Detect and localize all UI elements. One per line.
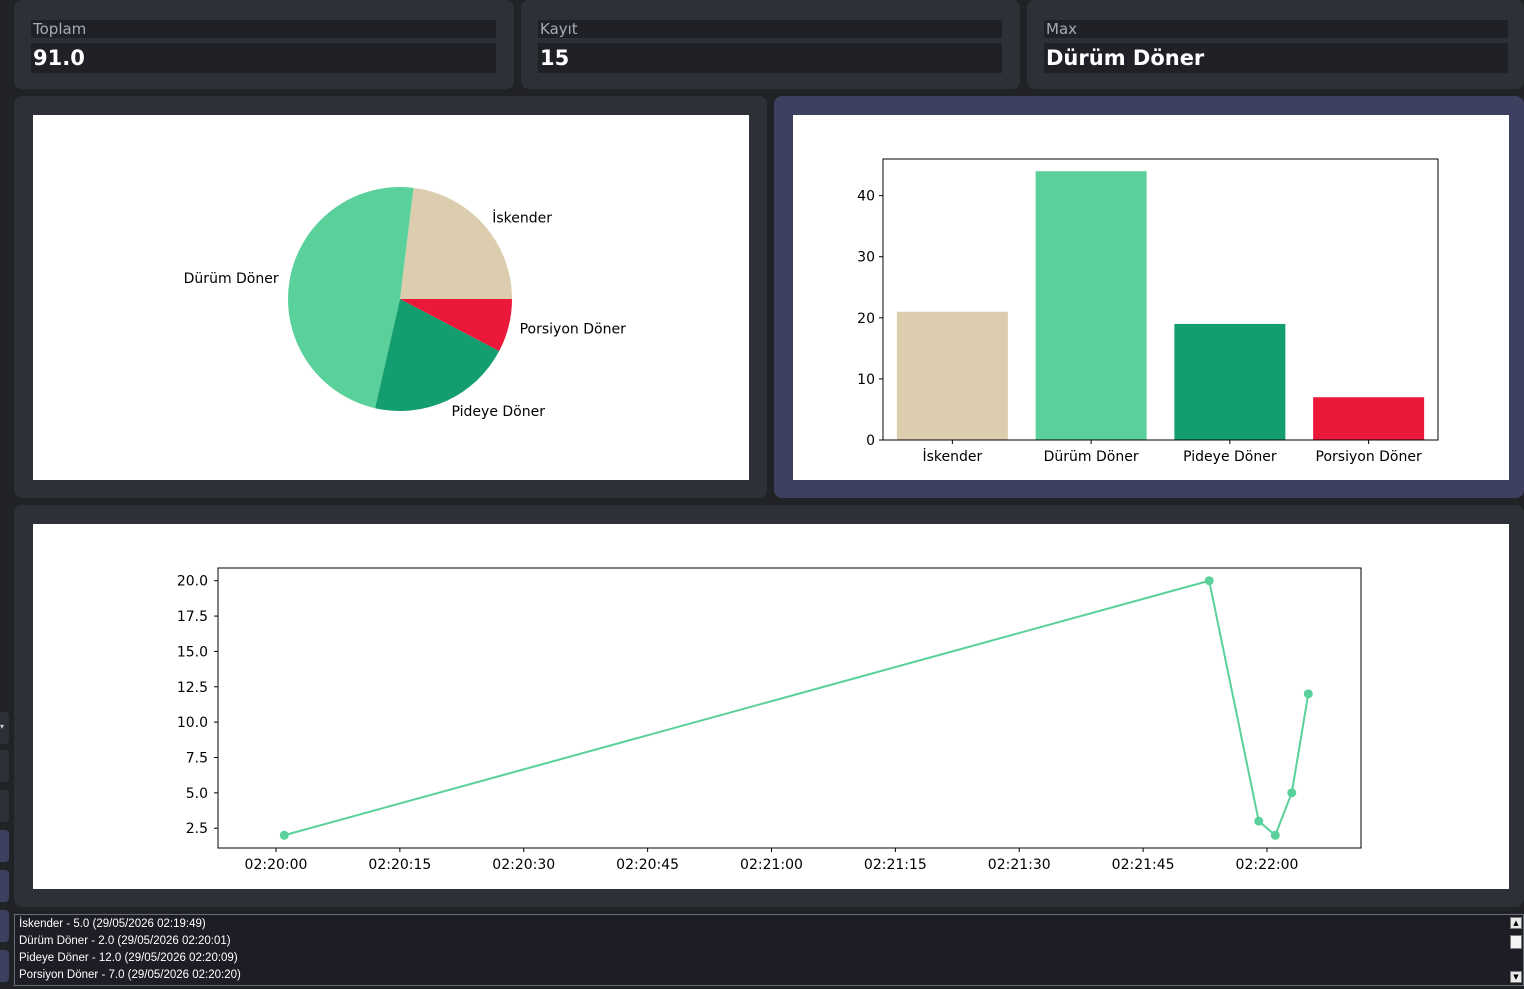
pie-chart: İskender Dürüm Döner Pideye Döner Porsiyon … xyxy=(184,186,626,420)
pie-slice xyxy=(400,299,512,352)
y-tick-label: 10 xyxy=(857,372,875,388)
bar xyxy=(1035,171,1147,440)
y-tick-label: 5.0 xyxy=(186,786,208,802)
line-chart: 02:20:00 02:20:15 02:20:30 02:20:45 02:21:00… xyxy=(177,567,1362,873)
stat-value-count: 15 xyxy=(538,43,1002,73)
y-tick-label: 20 xyxy=(857,311,875,327)
bar xyxy=(896,311,1008,440)
pie-slice xyxy=(287,186,414,409)
y-tick-label: 0 xyxy=(866,433,875,449)
stat-card-total: Toplam 91.0 xyxy=(14,0,514,89)
log-scrollbar[interactable]: ▲ ▼ xyxy=(1509,915,1523,985)
pie-chart-panel[interactable]: İskender Dürüm Döner Pideye Döner Porsiyon … xyxy=(14,96,767,498)
pie-slice xyxy=(400,187,512,299)
y-tick-label: 12.5 xyxy=(177,680,208,696)
side-dropdown-tab[interactable]: ▾ xyxy=(0,712,9,744)
line-series xyxy=(283,579,1310,837)
x-tick-label: Dürüm Döner xyxy=(1044,449,1139,465)
bar-chart-canvas: İskender Dürüm Döner Pideye Döner Porsiyon … xyxy=(793,115,1509,480)
y-tick-label: 30 xyxy=(857,250,875,266)
line-point xyxy=(1204,576,1214,586)
x-tick-label: 02:20:00 xyxy=(245,857,308,873)
bar xyxy=(1174,323,1286,440)
log-list[interactable]: İskender - 5.0 (29/05/2026 02:19:49) Dür… xyxy=(14,914,1524,986)
log-item[interactable]: Dürüm Döner - 2.0 (29/05/2026 02:20:01) xyxy=(19,935,231,947)
x-tick-label: 02:21:15 xyxy=(864,857,927,873)
x-tick-label: Porsiyon Döner xyxy=(1316,449,1422,465)
line-point xyxy=(1254,816,1264,826)
stat-value-total: 91.0 xyxy=(31,43,496,73)
line-point xyxy=(1270,830,1280,840)
pie-chart-canvas: İskender Dürüm Döner Pideye Döner Porsiyon … xyxy=(33,115,749,480)
x-tick-label: İskender xyxy=(922,447,982,465)
line-point xyxy=(1287,788,1297,798)
line-point xyxy=(1303,689,1313,699)
log-item[interactable]: İskender - 5.0 (29/05/2026 02:19:49) xyxy=(19,918,206,930)
x-tick-label: 02:20:30 xyxy=(492,857,555,873)
side-tab-3[interactable] xyxy=(0,830,9,862)
plot-frame xyxy=(882,158,1439,441)
side-tab-5[interactable] xyxy=(0,910,9,942)
pie-label: İskender xyxy=(492,208,552,226)
scroll-down-icon[interactable]: ▼ xyxy=(1510,971,1522,983)
side-tab-6[interactable] xyxy=(0,950,9,982)
stat-label-count: Kayıt xyxy=(538,20,1002,38)
stat-card-count: Kayıt 15 xyxy=(521,0,1020,89)
stat-card-max: Max Dürüm Döner xyxy=(1027,0,1524,89)
line-chart-canvas: 02:20:00 02:20:15 02:20:30 02:20:45 02:21:00… xyxy=(33,524,1509,889)
bar xyxy=(1313,397,1425,440)
stat-label-total: Toplam xyxy=(31,20,496,38)
y-tick-label: 2.5 xyxy=(186,821,208,837)
side-tab-1[interactable] xyxy=(0,750,9,782)
side-tab-2[interactable] xyxy=(0,790,9,822)
x-tick-label: 02:21:00 xyxy=(740,857,803,873)
stat-value-max: Dürüm Döner xyxy=(1044,43,1508,73)
x-tick-label: 02:20:45 xyxy=(616,857,679,873)
pie-slice xyxy=(375,299,500,411)
x-tick-label: 02:21:45 xyxy=(1112,857,1175,873)
pie-label: Porsiyon Döner xyxy=(520,321,626,337)
chevron-down-icon: ▾ xyxy=(0,722,5,731)
scroll-thumb[interactable] xyxy=(1510,935,1522,949)
x-tick-label: 02:20:15 xyxy=(368,857,431,873)
pie-label: Dürüm Döner xyxy=(184,271,279,287)
log-item[interactable]: Pideye Döner - 12.0 (29/05/2026 02:20:09… xyxy=(19,952,238,964)
y-tick-label: 10.0 xyxy=(177,715,208,731)
y-tick-label: 15.0 xyxy=(177,644,208,660)
plot-frame xyxy=(217,567,1362,849)
line-point xyxy=(279,830,289,840)
y-tick-label: 20.0 xyxy=(177,574,208,590)
x-tick-label: 02:22:00 xyxy=(1236,857,1299,873)
bar-chart-panel[interactable]: İskender Dürüm Döner Pideye Döner Porsiyon … xyxy=(774,96,1524,498)
pie-label: Pideye Döner xyxy=(452,404,546,420)
log-item[interactable]: Porsiyon Döner - 7.0 (29/05/2026 02:20:2… xyxy=(19,969,241,981)
line-chart-panel[interactable]: 02:20:00 02:20:15 02:20:30 02:20:45 02:21:00… xyxy=(14,505,1524,907)
bar-chart: İskender Dürüm Döner Pideye Döner Porsiyon … xyxy=(857,158,1439,465)
x-tick-label: Pideye Döner xyxy=(1183,449,1277,465)
stat-label-max: Max xyxy=(1044,20,1508,38)
side-tab-4[interactable] xyxy=(0,870,9,902)
y-tick-label: 7.5 xyxy=(186,750,208,766)
x-tick-label: 02:21:30 xyxy=(988,857,1051,873)
y-tick-label: 17.5 xyxy=(177,609,208,625)
y-tick-label: 40 xyxy=(857,189,875,205)
scroll-up-icon[interactable]: ▲ xyxy=(1510,917,1522,929)
